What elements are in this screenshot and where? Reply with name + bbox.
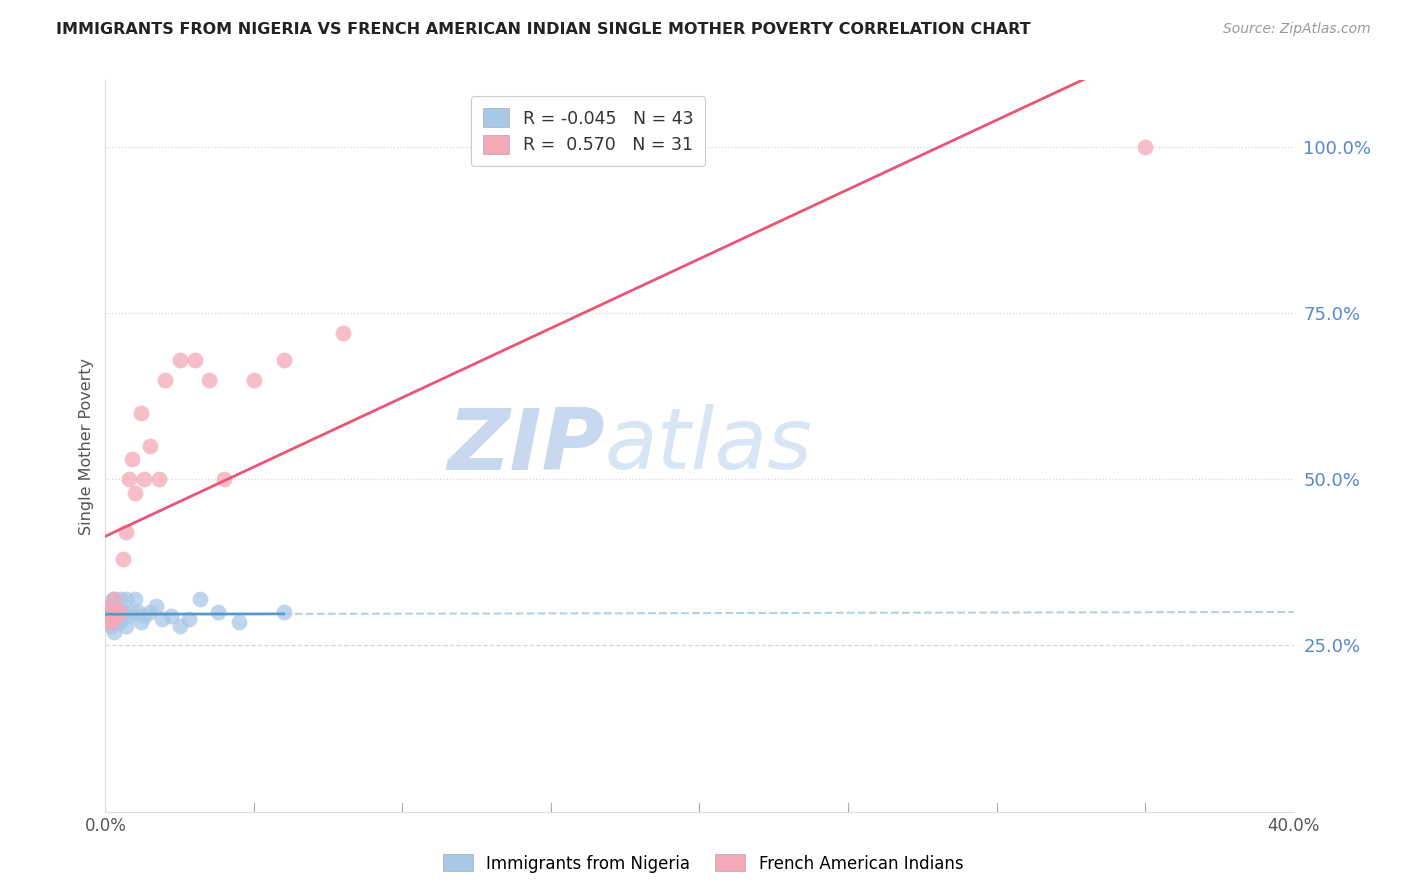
Point: [100, 605, 122, 619]
Point: [103, 605, 125, 619]
Point: [132, 608, 155, 623]
Point: [228, 615, 250, 630]
Point: [97, 605, 120, 619]
Point: [98, 605, 121, 619]
Point: [273, 352, 295, 367]
Point: [121, 452, 143, 467]
Point: [97, 599, 120, 613]
Point: [98, 615, 121, 630]
Point: [110, 615, 132, 630]
Point: [243, 372, 266, 386]
Point: [112, 605, 135, 619]
Point: [110, 605, 132, 619]
Text: atlas: atlas: [605, 404, 813, 488]
Legend: R = -0.045   N = 43, R =  0.570   N = 31: R = -0.045 N = 43, R = 0.570 N = 31: [471, 96, 706, 166]
Point: [97, 605, 120, 619]
Point: [115, 618, 138, 632]
Point: [97, 615, 120, 630]
Point: [139, 439, 162, 453]
Point: [190, 591, 212, 606]
Point: [177, 612, 200, 626]
Point: [100, 618, 122, 632]
Point: [101, 591, 124, 606]
Point: [127, 605, 149, 619]
Point: [273, 605, 295, 619]
Point: [124, 591, 146, 606]
Point: [118, 608, 141, 623]
Point: [103, 625, 125, 640]
Y-axis label: Single Mother Poverty: Single Mother Poverty: [79, 358, 94, 534]
Point: [98, 599, 121, 613]
Point: [132, 472, 155, 486]
Point: [100, 615, 122, 630]
Point: [105, 608, 128, 623]
Point: [97, 602, 120, 616]
Point: [214, 472, 236, 486]
Point: [129, 406, 152, 420]
Point: [332, 326, 354, 340]
Point: [97, 615, 120, 630]
Point: [153, 372, 176, 386]
Point: [105, 615, 128, 630]
Point: [207, 605, 229, 619]
Text: ZIP: ZIP: [447, 404, 605, 488]
Point: [145, 599, 167, 613]
Point: [198, 372, 221, 386]
Point: [118, 472, 141, 486]
Point: [104, 602, 127, 616]
Point: [96, 608, 118, 623]
Point: [150, 612, 173, 626]
Point: [98, 612, 121, 626]
Point: [115, 591, 138, 606]
Point: [98, 605, 121, 619]
Point: [121, 605, 143, 619]
Point: [110, 605, 132, 619]
Point: [101, 608, 124, 623]
Point: [105, 608, 128, 623]
Point: [129, 615, 152, 630]
Point: [112, 605, 135, 619]
Point: [100, 605, 122, 619]
Legend: Immigrants from Nigeria, French American Indians: Immigrants from Nigeria, French American…: [436, 847, 970, 880]
Point: [115, 525, 138, 540]
Text: Source: ZipAtlas.com: Source: ZipAtlas.com: [1223, 22, 1371, 37]
Point: [112, 552, 135, 566]
Point: [124, 485, 146, 500]
Point: [169, 618, 191, 632]
Point: [103, 591, 125, 606]
Point: [98, 608, 121, 623]
Text: IMMIGRANTS FROM NIGERIA VS FRENCH AMERICAN INDIAN SINGLE MOTHER POVERTY CORRELAT: IMMIGRANTS FROM NIGERIA VS FRENCH AMERIC…: [56, 22, 1031, 37]
Point: [105, 605, 128, 619]
Point: [183, 352, 205, 367]
Point: [103, 605, 125, 619]
Point: [101, 608, 124, 623]
Point: [96, 608, 118, 623]
Point: [100, 608, 122, 623]
Point: [1133, 140, 1156, 154]
Point: [103, 615, 125, 630]
Point: [139, 605, 162, 619]
Point: [148, 472, 170, 486]
Point: [159, 608, 181, 623]
Point: [110, 591, 132, 606]
Point: [169, 352, 191, 367]
